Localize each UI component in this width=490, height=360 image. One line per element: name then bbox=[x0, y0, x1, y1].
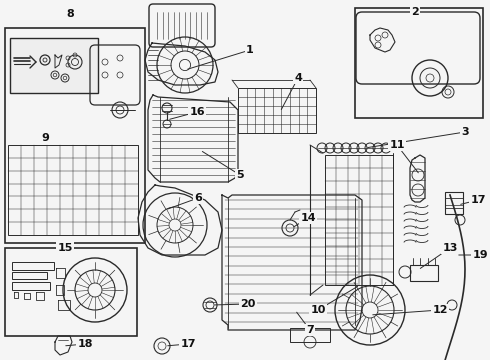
Text: 6: 6 bbox=[168, 193, 202, 209]
Text: 4: 4 bbox=[281, 73, 302, 109]
Text: 19: 19 bbox=[459, 250, 488, 260]
Text: 10: 10 bbox=[310, 287, 358, 315]
Bar bbox=[5, 248, 137, 336]
Text: 15: 15 bbox=[57, 243, 73, 253]
Bar bbox=[445, 198, 463, 208]
Bar bbox=[445, 192, 463, 214]
Text: 17: 17 bbox=[461, 195, 486, 205]
Text: 17: 17 bbox=[168, 339, 196, 349]
Text: 7: 7 bbox=[296, 312, 314, 335]
Bar bbox=[238, 88, 316, 133]
Text: 16: 16 bbox=[170, 107, 205, 119]
Bar bbox=[410, 265, 438, 281]
Text: 5: 5 bbox=[202, 152, 244, 180]
Bar bbox=[290, 328, 330, 342]
Bar bbox=[355, 8, 483, 118]
Text: 18: 18 bbox=[66, 339, 93, 349]
Bar bbox=[12, 282, 50, 290]
Text: 13: 13 bbox=[420, 243, 458, 269]
Bar bbox=[12, 272, 47, 279]
Text: 8: 8 bbox=[66, 9, 74, 19]
Bar bbox=[325, 155, 393, 285]
Bar bbox=[8, 145, 138, 235]
Text: 11: 11 bbox=[389, 140, 418, 173]
Text: 3: 3 bbox=[368, 127, 469, 148]
Text: 20: 20 bbox=[215, 299, 256, 309]
Bar bbox=[10, 38, 98, 93]
Bar bbox=[12, 262, 54, 270]
Text: 14: 14 bbox=[294, 213, 316, 226]
Text: 9: 9 bbox=[41, 133, 49, 143]
Text: 2: 2 bbox=[411, 7, 419, 17]
Text: 12: 12 bbox=[373, 305, 448, 315]
Bar bbox=[5, 28, 145, 243]
Text: 1: 1 bbox=[188, 45, 254, 69]
